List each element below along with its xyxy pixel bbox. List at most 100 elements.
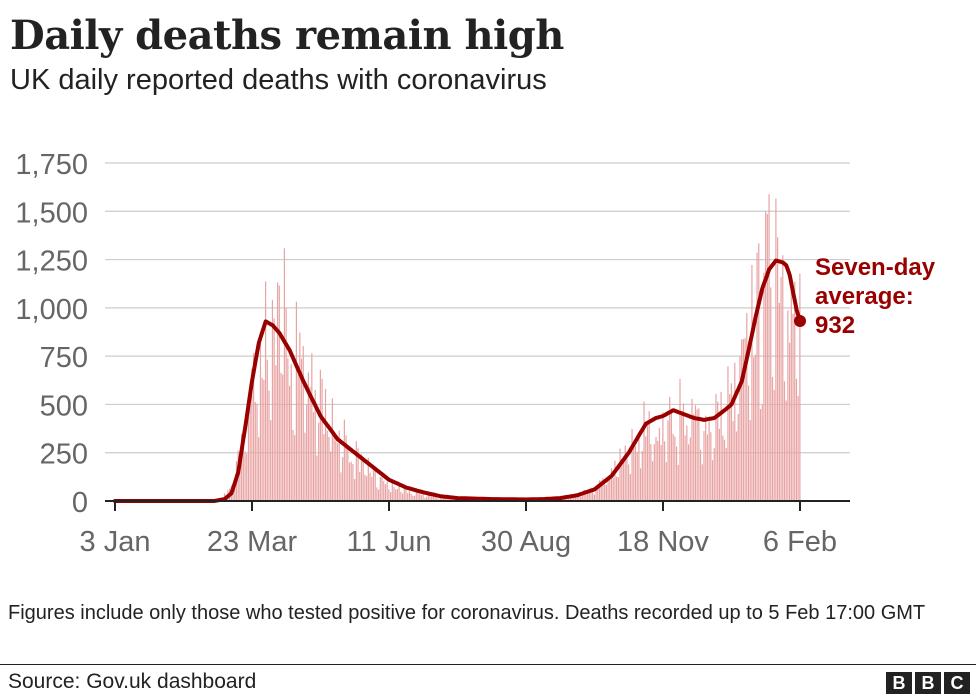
daily-bar [790, 285, 792, 501]
daily-bar [425, 496, 428, 501]
daily-bar [663, 441, 666, 501]
footer-divider [0, 664, 976, 665]
daily-bar [273, 318, 275, 501]
daily-bar [747, 385, 750, 501]
daily-bar [299, 332, 301, 501]
daily-bar [571, 495, 573, 501]
daily-bar [586, 492, 589, 501]
daily-bar [413, 495, 416, 501]
daily-bar [283, 248, 286, 501]
daily-bar [590, 487, 592, 501]
daily-bar [761, 404, 763, 501]
daily-bar [699, 449, 702, 501]
daily-bar [439, 496, 441, 501]
daily-bar [345, 435, 347, 501]
daily-bar [379, 476, 381, 501]
daily-bar [633, 446, 635, 501]
daily-bar [266, 359, 268, 501]
daily-bar [241, 433, 243, 501]
daily-bar [403, 485, 405, 501]
y-tick-label-1750: 1,750 [15, 149, 88, 181]
daily-bar [381, 476, 383, 501]
daily-bar [427, 493, 429, 501]
gridlines [105, 162, 850, 454]
daily-bar [252, 352, 255, 501]
daily-bar [239, 454, 241, 501]
daily-bar [782, 255, 784, 501]
daily-bar [362, 457, 364, 501]
daily-bar [744, 338, 746, 501]
daily-bar [758, 243, 760, 501]
daily-bar [658, 427, 661, 501]
daily-bar [244, 451, 246, 501]
daily-bar [347, 445, 349, 501]
daily-bar [698, 408, 700, 501]
daily-bar [696, 409, 698, 501]
daily-bar [622, 459, 625, 501]
daily-bar [629, 474, 631, 501]
daily-bar [634, 446, 637, 501]
daily-bar [294, 434, 296, 501]
daily-bar [354, 479, 356, 501]
average-line-layer [113, 258, 806, 503]
daily-bar [689, 437, 691, 501]
y-tick-label-0: 0 [72, 487, 88, 519]
daily-bar [580, 496, 582, 501]
daily-bar [336, 443, 339, 501]
daily-bar [335, 440, 337, 501]
daily-bar [693, 414, 695, 501]
daily-bar [614, 460, 616, 501]
daily-bar [410, 493, 412, 501]
daily-bars [215, 194, 801, 502]
daily-bar [352, 464, 354, 501]
daily-bar [417, 491, 419, 501]
daily-bar [681, 411, 683, 501]
daily-bar [753, 357, 755, 501]
daily-bar [350, 461, 352, 501]
daily-bar [703, 431, 705, 501]
daily-bar [628, 464, 630, 501]
daily-bar [626, 451, 628, 501]
daily-bar [768, 194, 770, 502]
daily-bar [400, 491, 402, 501]
daily-bar [592, 492, 594, 501]
daily-bar [737, 414, 739, 501]
daily-bar [607, 476, 609, 501]
footnote: Figures include only those who tested po… [8, 602, 926, 624]
daily-bar [251, 368, 253, 501]
daily-bar [687, 444, 690, 501]
daily-bar [789, 342, 791, 501]
daily-bar [276, 282, 279, 501]
daily-bar [449, 498, 452, 501]
latest-average-marker [794, 314, 806, 327]
daily-bar [727, 366, 729, 501]
chart-title: Daily deaths remain high [10, 12, 564, 59]
daily-bar [732, 421, 734, 501]
daily-bar [280, 372, 282, 501]
daily-bar [324, 388, 327, 501]
daily-bar [574, 495, 577, 501]
daily-bar [429, 495, 431, 501]
bbc-logo-letter-2: B [915, 672, 941, 694]
daily-bar [578, 494, 580, 501]
daily-bar [686, 425, 688, 501]
daily-bar [249, 404, 251, 501]
daily-bar [588, 491, 590, 501]
daily-bar [247, 398, 250, 501]
daily-bar [616, 476, 618, 501]
daily-bar [348, 462, 351, 501]
daily-bar [682, 403, 685, 501]
daily-bar [787, 310, 789, 501]
y-tick-label-500: 500 [40, 390, 88, 422]
daily-bar [264, 281, 267, 501]
daily-bar [710, 432, 712, 501]
daily-bar [645, 436, 647, 501]
daily-bar [282, 374, 284, 501]
daily-bar [386, 481, 388, 501]
bbc-logo: B B C [886, 672, 970, 694]
daily-bar [398, 484, 400, 501]
daily-bar [232, 490, 234, 501]
daily-bar [605, 484, 607, 501]
daily-bar [263, 379, 265, 501]
daily-bar [569, 498, 572, 501]
